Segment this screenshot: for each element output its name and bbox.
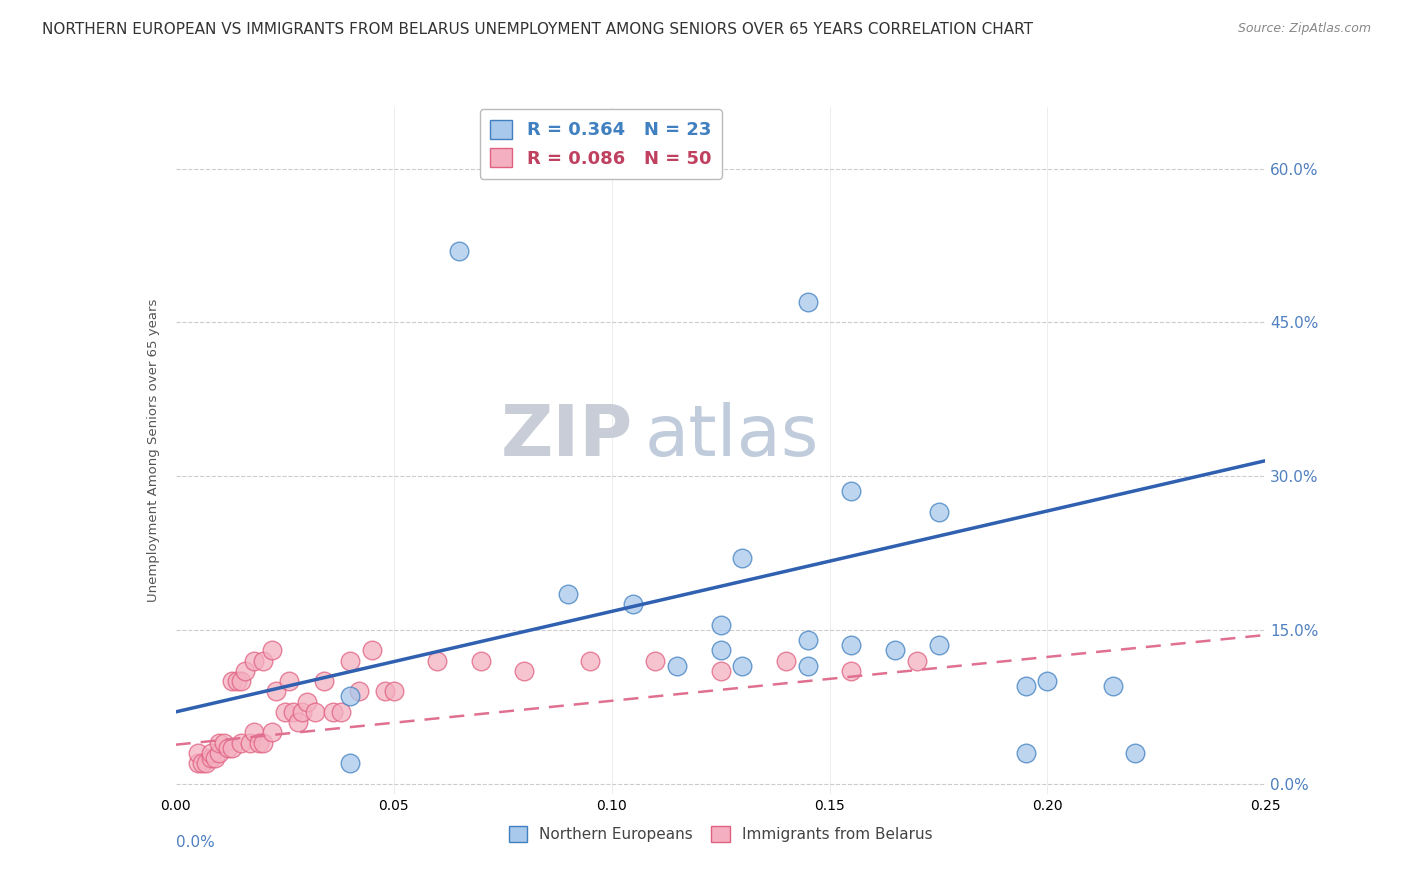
Point — [447, 244, 470, 258]
Point — [841, 664, 863, 678]
Point — [330, 705, 353, 719]
Point — [243, 654, 266, 668]
Point — [347, 684, 370, 698]
Text: 0.0%: 0.0% — [176, 835, 215, 850]
Point — [710, 643, 733, 657]
Point — [928, 505, 950, 519]
Point — [470, 654, 492, 668]
Point — [208, 736, 231, 750]
Point — [1102, 679, 1125, 693]
Point — [278, 674, 301, 689]
Point — [382, 684, 405, 698]
Point — [557, 587, 579, 601]
Point — [731, 658, 754, 673]
Point — [243, 725, 266, 739]
Point — [1123, 746, 1146, 760]
Point — [217, 740, 239, 755]
Text: ZIP: ZIP — [501, 402, 633, 471]
Point — [252, 736, 274, 750]
Point — [295, 695, 318, 709]
Point — [841, 638, 863, 652]
Point — [775, 654, 797, 668]
Point — [1036, 674, 1059, 689]
Point — [231, 674, 253, 689]
Point — [644, 654, 666, 668]
Point — [928, 638, 950, 652]
Point — [274, 705, 297, 719]
Point — [287, 715, 309, 730]
Point — [513, 664, 536, 678]
Point — [200, 751, 222, 765]
Point — [304, 705, 326, 719]
Point — [200, 746, 222, 760]
Point — [235, 664, 257, 678]
Point — [579, 654, 602, 668]
Point — [905, 654, 928, 668]
Point — [283, 705, 305, 719]
Text: NORTHERN EUROPEAN VS IMMIGRANTS FROM BELARUS UNEMPLOYMENT AMONG SENIORS OVER 65 : NORTHERN EUROPEAN VS IMMIGRANTS FROM BEL… — [42, 22, 1033, 37]
Point — [360, 643, 382, 657]
Point — [666, 658, 689, 673]
Point — [1015, 679, 1038, 693]
Point — [884, 643, 907, 657]
Point — [796, 658, 818, 673]
Point — [374, 684, 396, 698]
Point — [260, 643, 283, 657]
Point — [221, 740, 243, 755]
Point — [621, 597, 644, 611]
Legend: Northern Europeans, Immigrants from Belarus: Northern Europeans, Immigrants from Bela… — [502, 820, 939, 848]
Y-axis label: Unemployment Among Seniors over 65 years: Unemployment Among Seniors over 65 years — [146, 299, 160, 602]
Point — [260, 725, 283, 739]
Point — [1015, 746, 1038, 760]
Point — [796, 294, 818, 309]
Point — [247, 736, 270, 750]
Point — [186, 756, 209, 771]
Point — [231, 736, 253, 750]
Point — [731, 551, 754, 566]
Point — [191, 756, 214, 771]
Point — [339, 756, 361, 771]
Point — [339, 654, 361, 668]
Point — [322, 705, 344, 719]
Point — [264, 684, 287, 698]
Point — [291, 705, 314, 719]
Point — [208, 746, 231, 760]
Text: Source: ZipAtlas.com: Source: ZipAtlas.com — [1237, 22, 1371, 36]
Point — [710, 617, 733, 632]
Point — [796, 633, 818, 648]
Point — [239, 736, 262, 750]
Point — [252, 654, 274, 668]
Point — [710, 664, 733, 678]
Point — [312, 674, 335, 689]
Point — [195, 756, 218, 771]
Point — [212, 736, 235, 750]
Point — [426, 654, 449, 668]
Point — [204, 751, 226, 765]
Text: atlas: atlas — [644, 402, 818, 471]
Point — [225, 674, 247, 689]
Point — [221, 674, 243, 689]
Point — [841, 484, 863, 499]
Point — [339, 690, 361, 704]
Point — [186, 746, 209, 760]
